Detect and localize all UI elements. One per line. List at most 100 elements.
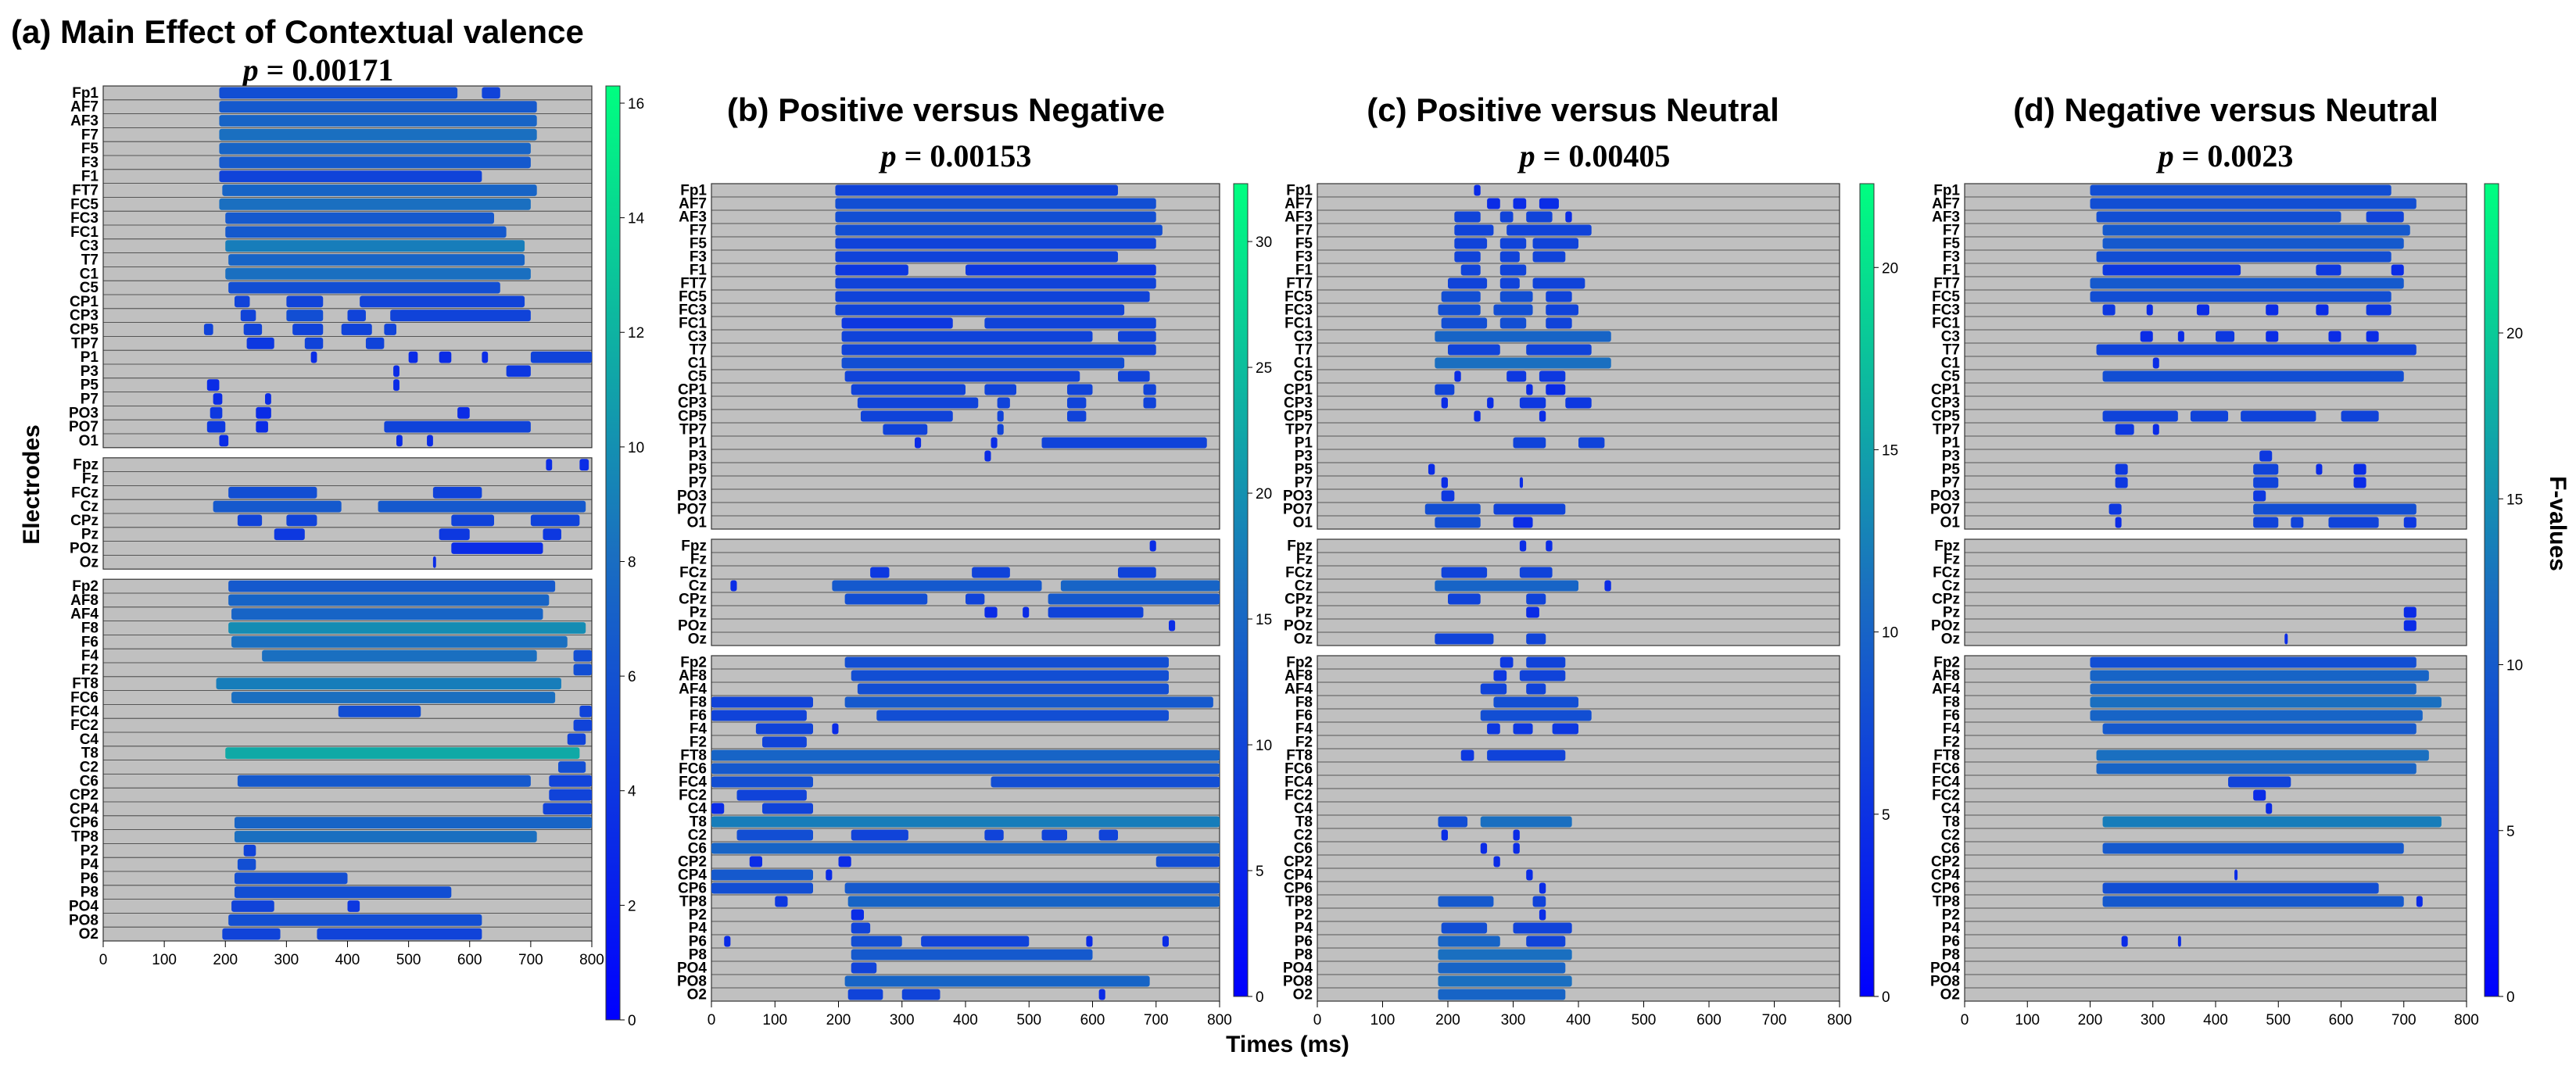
p-value: = 0.0023 [2174, 138, 2294, 173]
effect-segment [2403, 620, 2417, 631]
electrode-label: C5 [688, 369, 708, 385]
electrode-label: Fz [82, 471, 99, 488]
effect-segment [2096, 344, 2417, 356]
effect-segment [292, 324, 324, 335]
effect-segment [243, 324, 263, 335]
effect-segment [228, 580, 556, 592]
electrode-label: CP6 [1931, 881, 1960, 897]
electrode-label: C4 [1294, 801, 1313, 817]
effect-segment [1460, 264, 1481, 276]
effect-segment [2096, 251, 2391, 263]
effect-segment [1474, 410, 1481, 422]
electrode-label: P2 [689, 907, 707, 924]
electrode-label: POz [678, 618, 707, 635]
electrode-label: FC1 [679, 316, 707, 332]
effect-segment [2353, 477, 2366, 488]
electrode-label: CP5 [678, 409, 707, 425]
effect-segment [439, 351, 452, 363]
effect-segment [1143, 384, 1156, 395]
effect-segment [835, 211, 1156, 223]
electrode-label: AF8 [679, 668, 707, 685]
electrode-label: Fpz [681, 538, 707, 555]
electrode-label: C5 [80, 280, 99, 296]
x-tick-label: 800 [2454, 1012, 2479, 1028]
effect-segment [1023, 606, 1030, 618]
electrode-label: O2 [687, 987, 707, 1003]
effect-segment [1499, 264, 1527, 276]
electrode-label: FC4 [1284, 774, 1313, 791]
effect-segment [546, 459, 553, 471]
colorbar-tick-label: 4 [628, 784, 636, 800]
x-axis: 0 100 200 300 400 500 600 700 800 [99, 941, 604, 968]
electrode-label: PO7 [69, 419, 99, 435]
effect-segment [835, 224, 1163, 236]
effect-segment [984, 606, 998, 618]
effect-segment [841, 317, 953, 329]
effect-segment [1438, 962, 1566, 974]
effect-segment [408, 351, 418, 363]
electrode-group-3: Fp2AF8AF4F8F6F4F2FT8FC6FC4FC2C4T8C2C6CP2… [69, 578, 593, 943]
effect-segment [206, 420, 226, 433]
electrode-label: AF4 [1932, 681, 1960, 698]
electrode-label: P1 [689, 435, 708, 452]
electrode-label: P5 [1942, 462, 1961, 478]
electrode-label: FC1 [70, 224, 99, 241]
effect-segment [851, 935, 902, 947]
effect-segment [286, 309, 324, 322]
electrode-label: F4 [690, 721, 708, 738]
x-tick-label: 0 [1313, 1012, 1322, 1028]
effect-segment [1532, 238, 1578, 249]
electrode-label: AF4 [70, 606, 99, 623]
colorbar-tick-label: 15 [1256, 612, 1272, 628]
effect-segment [711, 882, 813, 894]
effect-segment [1487, 749, 1566, 761]
effect-segment [997, 424, 1004, 435]
colorbar-gradient [1233, 183, 1249, 997]
effect-segment [1513, 198, 1527, 209]
electrode-label: FT7 [1933, 276, 1960, 292]
effect-segment [1162, 935, 1169, 947]
electrode-label: P1 [81, 349, 99, 366]
effect-segment [506, 365, 531, 377]
effect-segment [2096, 211, 2341, 223]
x-tick-label: 600 [1080, 1012, 1105, 1028]
effect-segment [1048, 593, 1220, 605]
electrode-label: F3 [690, 249, 707, 266]
effect-segment [835, 184, 1118, 196]
colorbar-tick-label: 20 [1882, 260, 1898, 277]
electrode-label: P1 [1942, 435, 1961, 452]
effect-segment [1441, 490, 1455, 502]
electrode-group-1: Fp1AF7AF3F7F5F3F1FT7FC5FC3FC1C3T7C1C5CP1… [677, 183, 1220, 531]
effect-segment [1441, 922, 1488, 934]
electrode-label: F6 [690, 708, 707, 724]
effect-segment [231, 608, 543, 621]
electrode-label: P3 [1295, 449, 1313, 465]
effect-segment [390, 309, 531, 322]
effect-segment [246, 337, 274, 349]
electrode-label: TP7 [679, 422, 707, 438]
electrode-label: PO8 [677, 974, 707, 990]
colorbar-tick-label: 0 [1882, 989, 1890, 1006]
colorbar-tick-label: 25 [1256, 360, 1272, 377]
effect-segment [2316, 463, 2323, 475]
effect-segment [1041, 829, 1067, 841]
electrode-label: PO8 [69, 912, 99, 928]
effect-segment [1435, 517, 1481, 528]
electrode-label: CP6 [70, 815, 99, 832]
electrode-label: F6 [81, 634, 99, 650]
electrode-label: FC5 [70, 196, 99, 213]
electrode-label: T8 [1295, 814, 1313, 831]
effect-segment [1578, 437, 1605, 449]
effect-segment [1454, 370, 1461, 382]
electrode-label: Pz [1943, 605, 1960, 621]
effect-segment [2190, 410, 2229, 422]
effect-segment [2108, 503, 2122, 515]
electrode-label: C1 [80, 266, 99, 282]
electrode-label: Cz [81, 499, 99, 515]
electrode-label: P2 [1942, 907, 1960, 924]
effect-segment [1435, 580, 1578, 592]
electrode-label: C3 [1294, 329, 1313, 345]
